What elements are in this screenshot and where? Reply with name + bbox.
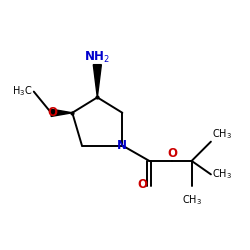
- Text: O: O: [137, 178, 147, 192]
- Text: NH$_2$: NH$_2$: [84, 50, 110, 65]
- Polygon shape: [93, 65, 101, 97]
- Text: O: O: [167, 147, 177, 160]
- Text: CH$_3$: CH$_3$: [212, 127, 232, 141]
- Text: CH$_3$: CH$_3$: [212, 168, 232, 181]
- Text: N: N: [117, 139, 127, 152]
- Polygon shape: [51, 109, 72, 116]
- Text: H$_3$C: H$_3$C: [12, 84, 32, 98]
- Text: CH$_3$: CH$_3$: [182, 194, 202, 207]
- Text: O: O: [48, 106, 58, 119]
